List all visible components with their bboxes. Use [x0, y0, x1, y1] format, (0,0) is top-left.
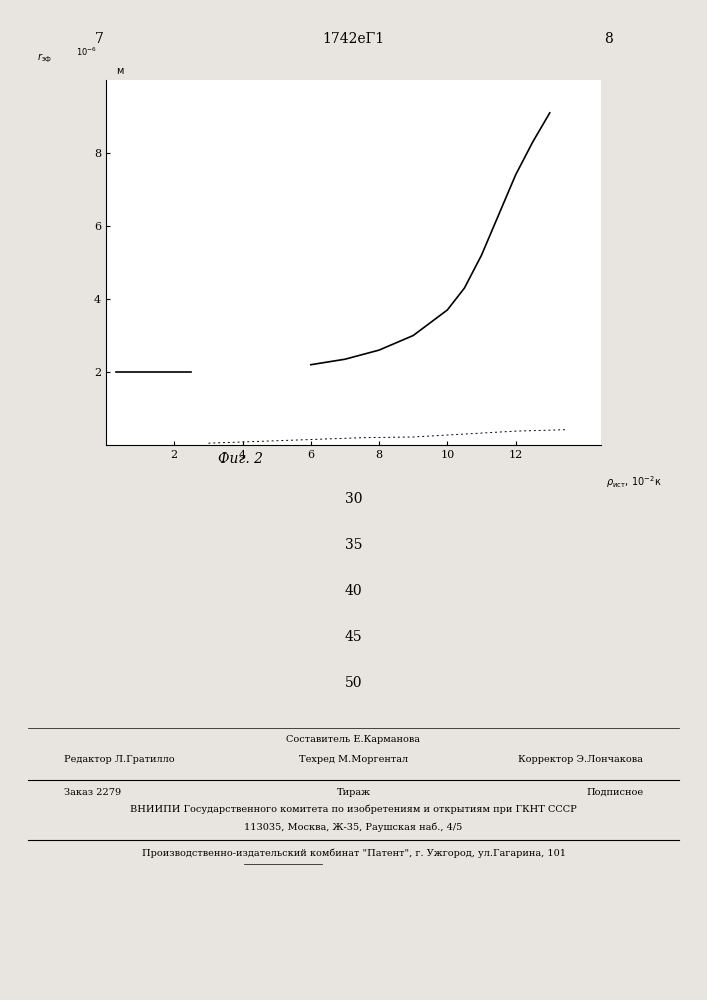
Text: ВНИИПИ Государственного комитета по изобретениям и открытиям при ГКНТ СССР: ВНИИПИ Государственного комитета по изоб…: [130, 805, 577, 814]
Text: $\rho_{\rm ист},\,10^{-2}$к: $\rho_{\rm ист},\,10^{-2}$к: [606, 474, 662, 490]
Text: Производственно-издательский комбинат "Патент", г. Ужгород, ул.Гагарина, 101: Производственно-издательский комбинат "П…: [141, 848, 566, 857]
Text: 30: 30: [345, 492, 362, 506]
Text: 40: 40: [345, 584, 362, 598]
Text: Составитель Е.Карманова: Составитель Е.Карманова: [286, 735, 421, 744]
Text: 113035, Москва, Ж-35, Раушская наб., 4/5: 113035, Москва, Ж-35, Раушская наб., 4/5: [245, 822, 462, 831]
Text: 7: 7: [95, 32, 103, 46]
Text: 50: 50: [345, 676, 362, 690]
Text: $r_{\rm эф}$: $r_{\rm эф}$: [37, 52, 52, 65]
Text: Техред М.Моргентал: Техред М.Моргентал: [299, 755, 408, 764]
Text: Тираж: Тираж: [337, 788, 370, 797]
Text: 45: 45: [345, 630, 362, 644]
Text: Фиг. 2: Фиг. 2: [218, 452, 263, 466]
Text: $10^{-6}$: $10^{-6}$: [76, 46, 98, 58]
Text: Редактор Л.Гратилло: Редактор Л.Гратилло: [64, 755, 174, 764]
Text: 35: 35: [345, 538, 362, 552]
Text: Заказ 2279: Заказ 2279: [64, 788, 121, 797]
Text: 8: 8: [604, 32, 612, 46]
Text: Корректор Э.Лончакова: Корректор Э.Лончакова: [518, 755, 643, 764]
Text: Подписное: Подписное: [586, 788, 643, 797]
Text: 1742еΓ1: 1742еΓ1: [322, 32, 385, 46]
Text: м: м: [116, 66, 123, 76]
